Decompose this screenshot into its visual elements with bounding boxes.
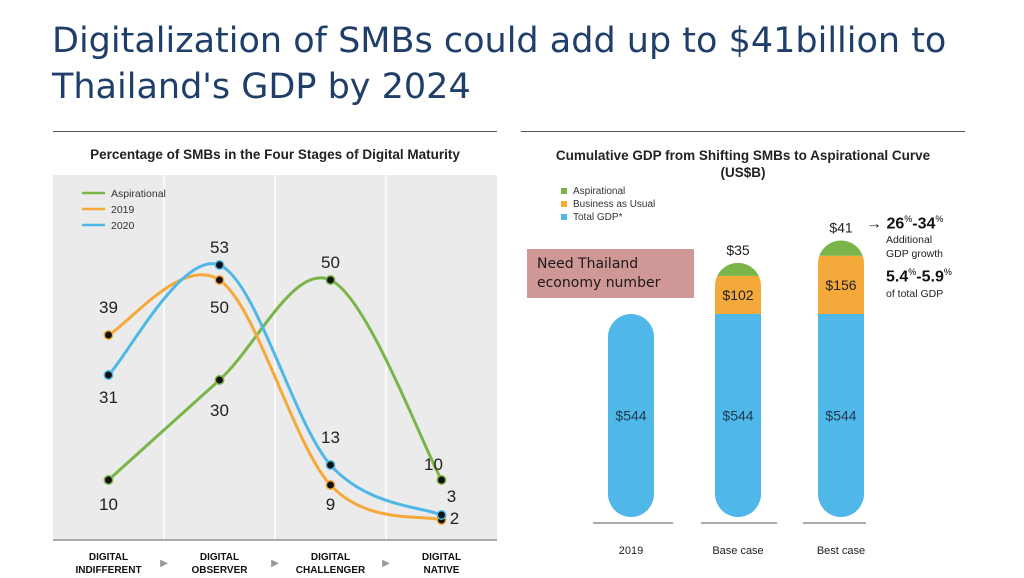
series-line-aspirational [107,276,443,482]
series-line-2020 [107,262,443,517]
growth-caption1-line2: GDP growth [886,248,943,261]
data-label: 53 [210,238,229,257]
growth-range1-low: 26 [886,215,905,233]
category-label-2019: 2019 [619,545,643,557]
bar-value-label: $102 [722,287,753,303]
right-chart-title: Cumulative GDP from Shifting SMBs to Asp… [521,147,965,181]
data-label: 10 [424,455,443,474]
bar-value-label: $544 [722,408,753,424]
right-chart-top-rule [521,131,965,132]
legend-label-2020: 2020 [111,220,135,232]
left-chart-top-rule [53,131,497,132]
data-point-2020-3 [436,510,447,520]
bar-value-label: $156 [825,277,856,293]
percent-sign: % [908,267,917,278]
growth-range2-high: 5.9 [921,268,944,286]
bar-segment-aspirational [818,240,864,256]
data-label: 3 [447,487,456,506]
growth-annotation: → 26%-34% Additional GDP growth 5.4%-5.9… [866,214,1022,301]
bar-segment-total-gdp [608,314,654,517]
percent-sign: % [943,267,952,278]
data-point-aspirational-0 [103,475,114,485]
data-point-2020-1 [214,260,225,270]
data-label: 10 [99,495,118,514]
data-point-2020-0 [103,370,114,380]
stage-label-line1: DIGITAL [89,552,128,563]
growth-caption2: of total GDP [886,287,944,300]
stage-label-line2: NATIVE [424,565,460,576]
category-label-best-case: Best case [817,545,865,557]
legend-label-2019: 2019 [111,204,135,216]
series-line-2019 [107,273,443,522]
bar-base-case: $544 $102 $35 [715,242,761,517]
data-label: 30 [210,401,229,420]
stage-label-line1: DIGITAL [422,552,461,563]
data-point-aspirational-1 [214,375,225,385]
stage-label-line2: INDIFFERENT [75,565,141,576]
bar-value-label: $544 [825,408,856,424]
growth-caption1-line1: Additional [886,234,933,247]
bar-value-label: $35 [726,242,750,258]
stage-arrow-icon: ▶ [271,558,279,569]
stage-label-line1: DIGITAL [311,552,350,563]
bar-segment-total-gdp [715,314,761,517]
stage-label-line1: DIGITAL [200,552,239,563]
legend-label-total-gdp: Total GDP* [573,212,623,223]
range-dash: - [912,215,918,233]
data-label: 50 [210,298,229,317]
data-label: 13 [321,428,340,447]
bar-segment-total-gdp [818,314,864,517]
data-point-2019-2 [325,480,336,490]
slide-title-line2: Thailand's GDP by 2024 [52,67,471,107]
data-point-2019-0 [103,330,114,340]
bar-best-case: $544 $156 $41 [818,219,864,517]
legend-label-aspirational: Aspirational [573,186,625,197]
growth-range1-high: 34 [917,215,936,233]
growth-range2-low: 5.4 [886,268,909,286]
legend-swatch-business-as-usual [561,201,567,207]
data-label: 9 [326,495,335,514]
bar-segment-aspirational [715,262,761,276]
bar-value-label: $544 [615,408,646,424]
data-point-aspirational-3 [436,475,447,485]
stage-label-line2: OBSERVER [192,565,249,576]
legend-label-aspirational: Aspirational [111,188,166,200]
growth-range-additional: → 26%-34% [866,214,1022,233]
percent-sign: % [904,214,913,224]
data-label: 50 [321,253,340,272]
legend-label-business-as-usual: Business as Usual [573,199,655,210]
data-point-aspirational-2 [325,275,336,285]
right-chart-title-line1: Cumulative GDP from Shifting SMBs to Asp… [555,148,931,163]
stage-arrow-icon: ▶ [160,558,168,569]
growth-range-total: 5.4%-5.9% [886,267,1022,286]
data-point-2019-1 [214,275,225,285]
right-chart-title-line2: (US$B) [720,165,766,180]
range-dash: - [916,268,922,286]
bar-value-label: $41 [829,219,853,235]
bar-segment-business-as-usual [818,255,864,314]
legend-swatch-total-gdp [561,214,567,220]
stage-arrow-icon: ▶ [382,558,390,569]
slide-title-line1: Digitalization of SMBs could add up to $… [52,21,947,61]
data-point-2020-2 [325,460,336,470]
legend-swatch-aspirational [561,188,567,194]
bar-2019: $544 [608,314,654,517]
growth-arrow: → [866,215,882,233]
slide-title: Digitalization of SMBs could add up to $… [52,18,992,110]
category-label-base-case: Base case [712,545,763,557]
bar-segment-business-as-usual [715,275,761,314]
data-label: 31 [99,388,118,407]
stage-label-line2: CHALLENGER [296,565,366,576]
note-box: Need Thailand economy number [527,249,694,298]
percent-sign: % [935,214,944,224]
left-chart-title: Percentage of SMBs in the Four Stages of… [90,147,460,162]
data-label: 39 [99,298,118,317]
data-label: 2 [450,509,459,528]
